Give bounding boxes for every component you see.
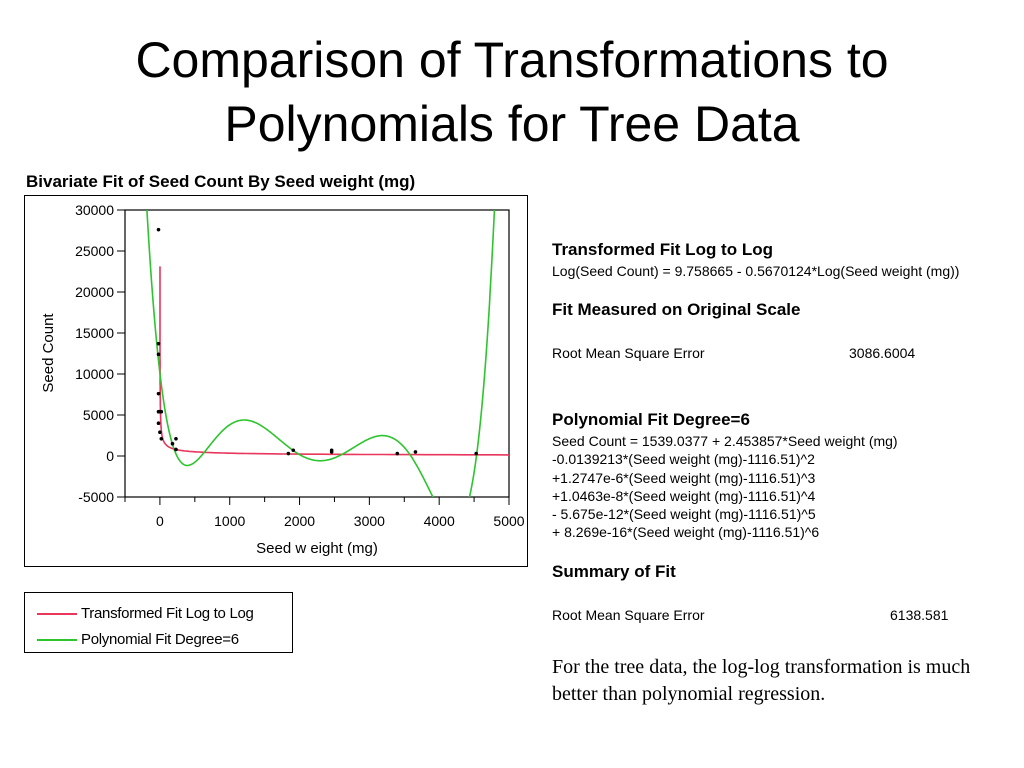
data-point [156, 391, 161, 396]
data-point [174, 447, 178, 452]
y-tick-label: 20000 [75, 284, 114, 300]
legend-item-loglog: Transformed Fit Log to Log [37, 605, 254, 622]
x-tick-label: 1000 [214, 513, 245, 529]
legend-label: Transformed Fit Log to Log [81, 605, 254, 622]
rmse-value-2: 6138.581 [890, 607, 949, 623]
chart-frame [24, 195, 528, 567]
polynomial-fit-line [146, 210, 496, 497]
poly-line: Seed Count = 1539.0377 + 2.453857*Seed w… [552, 433, 898, 449]
data-point [156, 352, 161, 357]
data-point [170, 441, 175, 446]
poly-heading: Polynomial Fit Degree=6 [552, 410, 750, 429]
poly-equation: Seed Count = 1539.0377 + 2.453857*Seed w… [552, 432, 898, 542]
data-point [156, 227, 161, 232]
plot-area [124, 209, 510, 498]
legend-item-poly: Polynomial Fit Degree=6 [37, 631, 239, 648]
chart-legend: Transformed Fit Log to Log Polynomial Fi… [24, 592, 293, 653]
data-point [159, 409, 164, 414]
slide-title-line-1: Comparison of Transformations to [135, 32, 889, 88]
data-point [474, 451, 478, 456]
slide-title-line-2: Polynomials for Tree Data [224, 96, 800, 152]
y-tick-label: 30000 [75, 202, 114, 218]
data-point [174, 436, 178, 441]
data-point [413, 450, 418, 454]
y-tick-label: 5000 [83, 407, 114, 423]
poly-line: +1.0463e-8*(Seed weight (mg)-1116.51)^4 [552, 487, 816, 504]
legend-swatch-green [37, 638, 77, 641]
loglog-fit-line [159, 266, 509, 456]
y-tick-label: 0 [106, 448, 114, 464]
rmse-label-2: Root Mean Square Error [552, 607, 705, 623]
x-tick-label: 5000 [493, 513, 524, 529]
chart-title: Bivariate Fit of Seed Count By Seed weig… [26, 172, 416, 191]
y-tick-label: -5000 [78, 489, 114, 505]
data-point [395, 451, 400, 456]
rmse-label-1: Root Mean Square Error [552, 345, 705, 361]
y-axis-label: Seed Count [40, 313, 57, 393]
x-tick-label: 4000 [424, 513, 455, 529]
poly-line: - 5.675e-12*(Seed weight (mg)-1116.51)^5 [552, 506, 816, 523]
conclusion-note: For the tree data, the log-log transform… [552, 656, 971, 705]
data-point [158, 430, 162, 435]
rmse-value-1: 3086.6004 [849, 345, 916, 361]
data-point [159, 436, 164, 441]
x-tick-label: 2000 [284, 513, 315, 529]
data-point [329, 448, 334, 453]
data-point [156, 421, 161, 426]
orig-scale-heading: Fit Measured on Original Scale [552, 300, 801, 319]
summary-heading: Summary of Fit [552, 562, 676, 581]
x-tick-label: 3000 [354, 513, 385, 529]
poly-line: -0.0139213*(Seed weight (mg)-1116.51)^2 [552, 451, 815, 468]
x-axis-label: Seed w eight (mg) [256, 540, 378, 557]
data-point [291, 448, 296, 453]
poly-line: +1.2747e-6*(Seed weight (mg)-1116.51)^3 [552, 469, 816, 486]
y-tick-label: 10000 [75, 366, 114, 382]
loglog-heading: Transformed Fit Log to Log [552, 240, 773, 259]
legend-swatch-red [37, 612, 77, 615]
legend-label: Polynomial Fit Degree=6 [81, 631, 239, 648]
x-tick-label: 0 [156, 513, 164, 529]
y-tick-label: 25000 [75, 243, 114, 259]
data-point [156, 341, 161, 346]
data-point [286, 451, 291, 456]
poly-line: + 8.269e-16*(Seed weight (mg)-1116.51)^6 [552, 524, 820, 541]
y-tick-label: 15000 [75, 325, 114, 341]
slide-title: Comparison of Transformations to Polynom… [0, 28, 1024, 156]
loglog-equation: Log(Seed Count) = 9.758665 - 0.5670124*L… [552, 263, 960, 279]
